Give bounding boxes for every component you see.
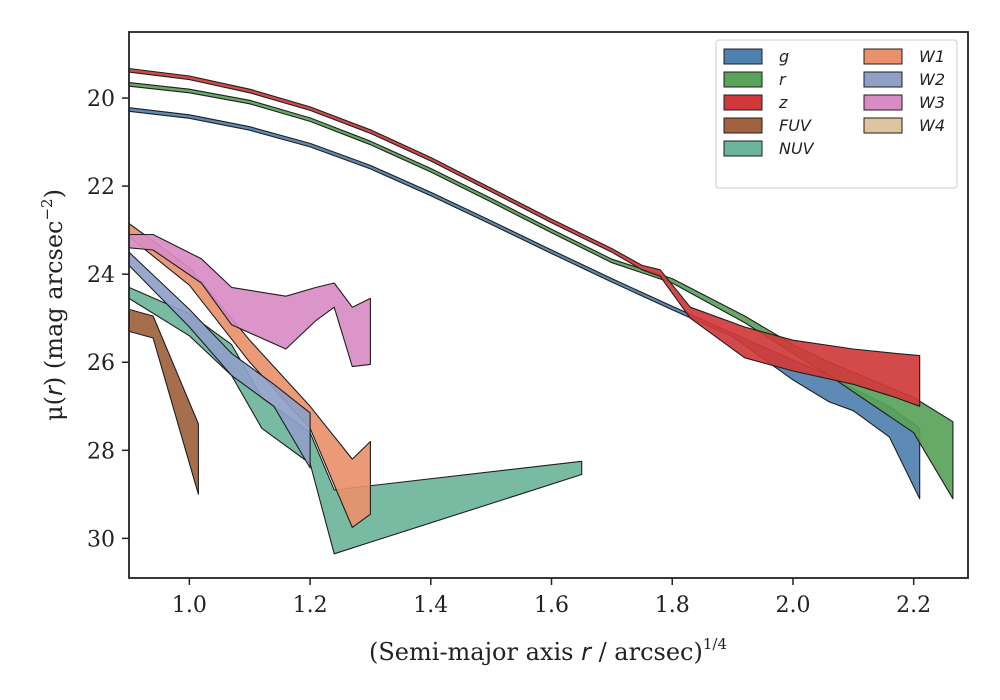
- legend-label-r: r: [779, 70, 787, 89]
- legend-label-g: g: [779, 47, 789, 66]
- y-tick-label: 28: [87, 439, 115, 464]
- legend-swatch-W4: [863, 117, 903, 134]
- legend-swatch-W3: [863, 94, 903, 111]
- legend-label-W2: W2: [919, 70, 945, 89]
- x-tick-label: 1.0: [172, 593, 207, 618]
- x-tick-label: 2.0: [775, 593, 810, 618]
- legend-swatch-W1: [863, 48, 903, 65]
- y-axis-ticks: 20 22 24 26 28 30: [87, 87, 129, 552]
- legend-swatch-NUV: [723, 140, 763, 157]
- x-tick-label: 1.4: [413, 593, 448, 618]
- band-W1: [128, 222, 371, 528]
- x-tick-label: 1.8: [655, 593, 690, 618]
- band-z: [128, 67, 921, 407]
- y-tick-label: 20: [87, 87, 115, 112]
- x-axis-label: (Semi-major axis r / arcsec)1/4: [369, 635, 727, 666]
- y-tick-label: 22: [87, 175, 115, 200]
- legend-label-W1: W1: [919, 47, 945, 66]
- band-FUV: [128, 308, 199, 495]
- legend: grz FUV NUV W1 W2 W3 W4: [715, 39, 958, 189]
- band-r: [128, 82, 954, 500]
- x-tick-label: 1.2: [293, 593, 328, 618]
- x-tick-label: 1.6: [534, 593, 569, 618]
- legend-swatch-g: [723, 48, 763, 65]
- legend-label-NUV: NUV: [779, 139, 815, 158]
- band-W3: [128, 233, 371, 368]
- legend-swatch-W2: [863, 71, 903, 88]
- plot-frame: [128, 31, 969, 579]
- x-axis-ticks: 1.0 1.2 1.4 1.6 1.8 2.0 2.2: [172, 578, 931, 618]
- legend-label-W4: W4: [919, 116, 945, 135]
- x-tick-label: 2.2: [896, 593, 931, 618]
- band-g: [128, 107, 921, 500]
- y-tick-label: 26: [87, 351, 115, 376]
- legend-swatch-z: [723, 94, 763, 111]
- legend-swatch-FUV: [723, 117, 763, 134]
- legend-label-W3: W3: [919, 93, 945, 112]
- legend-swatch-r: [723, 71, 763, 88]
- y-axis-label: μ(r) (mag arcsec−2): [38, 189, 68, 421]
- legend-label-z: z: [778, 93, 788, 112]
- legend-label-FUV: FUV: [779, 116, 812, 135]
- y-tick-label: 30: [87, 527, 115, 552]
- band-W2: [128, 251, 311, 469]
- y-tick-label: 24: [87, 263, 115, 288]
